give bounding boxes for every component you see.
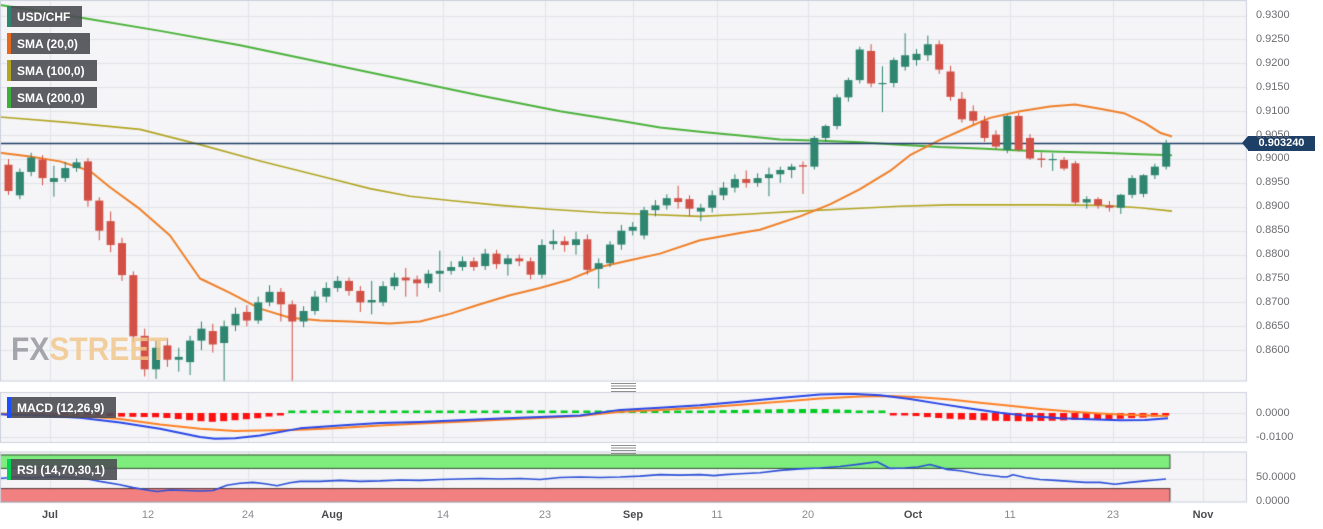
watermark-fx: FX [11,332,50,368]
price-tick-label: 0.8950 [1256,176,1290,189]
time-tick-label: Jul [42,509,58,521]
rsi-label: RSI (14,70,30,1) [17,462,106,477]
price-tick-label: 0.9300 [1256,9,1290,22]
macd-tick-label: -0.0100 [1256,430,1294,443]
time-tick-label: 20 [801,509,815,521]
rsi-tick-label: 0.0000 [1256,494,1290,507]
legend-item-usdchf[interactable]: USD/CHF [7,6,83,27]
legend-label: SMA (200,0) [17,90,85,105]
price-tick-label: 0.9250 [1256,32,1290,45]
time-tick-label: 14 [436,509,450,521]
legend-item-sma20[interactable]: SMA (20,0) [7,33,90,54]
time-tick-label: 24 [241,509,255,521]
sma200-color-chip [7,87,11,108]
price-tick-label: 0.9150 [1256,80,1290,93]
price-tick-label: 0.8900 [1256,200,1290,213]
rsi-tick-label: 50.0000 [1256,470,1296,483]
price-tick-label: 0.9200 [1256,56,1290,69]
time-tick-label: Aug [321,509,343,521]
fxstreet-watermark: FXSTREET [11,332,168,369]
macd-tick-label: 0.0000 [1256,406,1290,419]
price-tick-label: 0.8850 [1256,224,1290,237]
watermark-street: STREET [49,332,168,368]
time-tick-label: 23 [1106,509,1120,521]
price-tick-label: 0.8750 [1256,271,1290,284]
legend-label: USD/CHF [17,9,71,24]
legend-item-sma100[interactable]: SMA (100,0) [7,60,97,81]
price-tick-label: 0.9000 [1256,152,1290,165]
price-tick-label: 0.8650 [1256,319,1290,332]
price-tick-label: 0.9050 [1256,128,1290,141]
time-tick-label: 11 [1004,509,1016,521]
time-tick-label: Nov [1192,509,1214,521]
price-tick-label: 0.8700 [1256,295,1290,308]
time-tick-label: Oct [903,509,923,521]
macd-color-chip [7,397,11,418]
time-tick-label: 12 [141,509,155,521]
macd-label: MACD (12,26,9) [17,400,105,415]
sma20-color-chip [7,33,11,54]
time-tick-label: Sep [622,509,644,521]
legend-item-rsi[interactable]: RSI (14,70,30,1) [7,459,118,480]
time-tick-label: 11 [711,509,723,521]
legend-label: SMA (100,0) [17,63,85,78]
rsi-color-chip [7,459,11,480]
legend-label: SMA (20,0) [17,36,78,51]
legend-item-macd[interactable]: MACD (12,26,9) [7,397,117,418]
legend-item-sma200[interactable]: SMA (200,0) [7,87,97,108]
price-tick-label: 0.8800 [1256,248,1290,261]
macd-pane-drag-handle-icon[interactable] [611,383,636,392]
time-tick-label: 23 [538,509,552,521]
current-price-badge: 0.903240 [1242,136,1315,151]
rsi-pane-drag-handle-icon[interactable] [611,445,636,454]
sma100-color-chip [7,60,11,81]
price-tick-label: 0.8600 [1256,343,1290,356]
price-tick-label: 0.9100 [1256,104,1290,117]
usdchf-color-chip [7,6,11,27]
